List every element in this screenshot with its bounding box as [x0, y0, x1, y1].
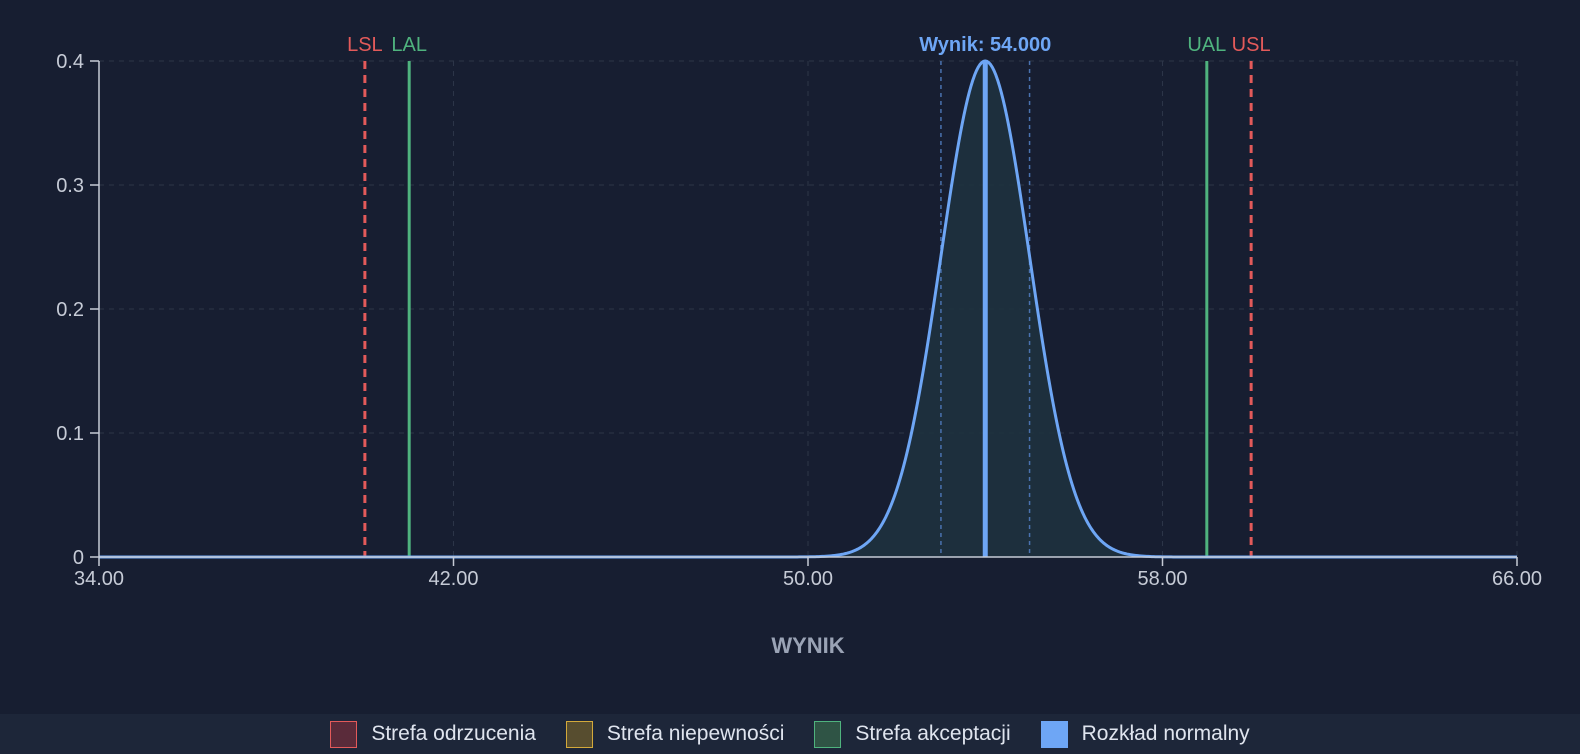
legend-item-normal-distribution[interactable]: Rozkład normalny	[1040, 720, 1250, 748]
legend-item-uncertainty-zone[interactable]: Strefa niepewności	[565, 720, 785, 748]
result-label: Wynik: 54.000	[919, 34, 1051, 56]
y-tick-label-1: 0.1	[56, 423, 84, 445]
limits-layer	[363, 61, 1253, 557]
limit-label-usl: USL	[1232, 34, 1271, 56]
y-tick-label-4: 0.4	[56, 51, 84, 73]
x-axis-title: WYNIK	[771, 633, 844, 658]
legend-swatch-uncertainty	[565, 720, 593, 748]
x-tick-label-1: 42.00	[428, 568, 478, 590]
legend-swatch-normal	[1040, 720, 1068, 748]
legend-swatch-acceptance	[814, 720, 842, 748]
axis-layer: 0 0.1 0.2 0.3 0.4 34.00 42.00 50.00 58.00 66.00 WY…	[56, 51, 1542, 658]
x-tick-label-3: 58.00	[1137, 568, 1187, 590]
normal-distribution-chart: 0 0.1 0.2 0.3 0.4 34.00 42.00 50.00 58.00 66.00 WY…	[56, 34, 1542, 658]
limit-label-ual: UAL	[1187, 34, 1226, 56]
y-tick-label-2: 0.2	[56, 299, 84, 321]
limit-label-lal: LAL	[391, 34, 427, 56]
legend: Strefa odrzucenia Strefa niepewności Str…	[0, 714, 1580, 754]
legend-item-reject-zone[interactable]: Strefa odrzucenia	[330, 720, 536, 748]
y-tick-label-0: 0	[73, 547, 84, 569]
x-tick-label-4: 66.00	[1492, 568, 1542, 590]
label-layer: LSL LAL UAL USL Wynik: 54.000	[347, 34, 1271, 56]
legend-label-reject: Strefa odrzucenia	[371, 722, 536, 745]
legend-label-normal: Rozkład normalny	[1081, 722, 1250, 745]
legend-item-acceptance-zone[interactable]: Strefa akceptacji	[814, 720, 1011, 748]
grid-layer	[99, 60, 1518, 557]
limit-label-lsl: LSL	[347, 34, 383, 56]
y-tick-label-3: 0.3	[56, 175, 84, 197]
x-tick-label-0: 34.00	[74, 568, 124, 590]
legend-label-acceptance: Strefa akceptacji	[855, 722, 1011, 745]
legend-swatch-reject	[330, 720, 358, 748]
x-tick-label-2: 50.00	[783, 568, 833, 590]
legend-label-uncertainty: Strefa niepewności	[606, 722, 785, 745]
